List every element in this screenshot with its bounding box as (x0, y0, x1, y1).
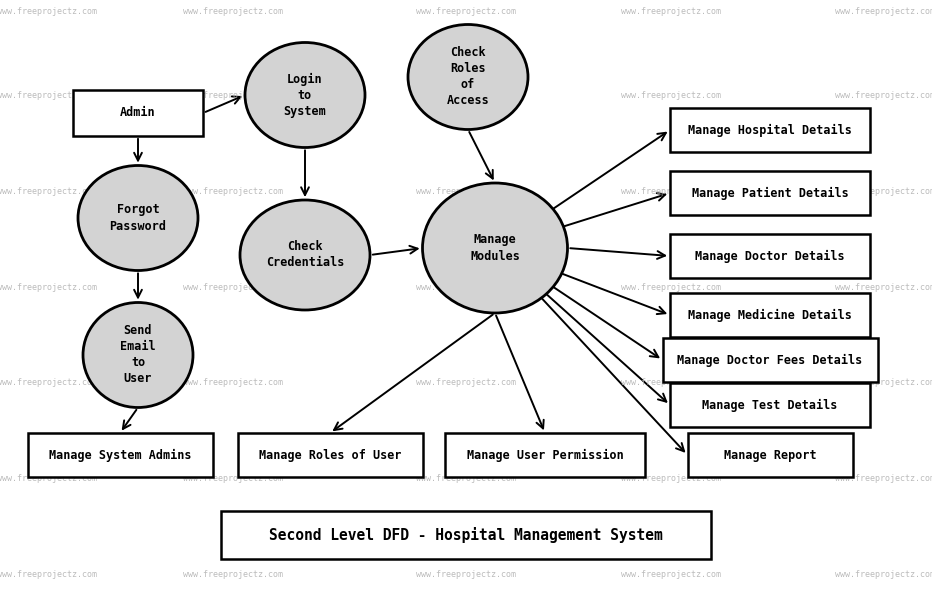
Text: www.freeprojectz.com: www.freeprojectz.com (416, 7, 516, 17)
Text: Manage Hospital Details: Manage Hospital Details (688, 123, 852, 136)
Text: www.freeprojectz.com: www.freeprojectz.com (183, 187, 283, 196)
Text: www.freeprojectz.com: www.freeprojectz.com (416, 474, 516, 483)
FancyBboxPatch shape (688, 433, 853, 477)
Ellipse shape (422, 183, 568, 313)
FancyBboxPatch shape (670, 171, 870, 215)
Text: Manage Test Details: Manage Test Details (703, 398, 838, 411)
Text: www.freeprojectz.com: www.freeprojectz.com (183, 378, 283, 388)
Text: www.freeprojectz.com: www.freeprojectz.com (0, 474, 97, 483)
Text: Forgot
Password: Forgot Password (109, 203, 167, 233)
Text: www.freeprojectz.com: www.freeprojectz.com (183, 474, 283, 483)
FancyBboxPatch shape (670, 383, 870, 427)
Text: www.freeprojectz.com: www.freeprojectz.com (0, 282, 97, 292)
Ellipse shape (240, 200, 370, 310)
Text: www.freeprojectz.com: www.freeprojectz.com (835, 474, 932, 483)
Text: Manage System Admins: Manage System Admins (48, 448, 191, 462)
Text: Check
Credentials: Check Credentials (266, 240, 344, 270)
Text: Manage
Modules: Manage Modules (470, 233, 520, 263)
Text: www.freeprojectz.com: www.freeprojectz.com (835, 187, 932, 196)
FancyBboxPatch shape (670, 293, 870, 337)
Text: www.freeprojectz.com: www.freeprojectz.com (183, 569, 283, 579)
Text: Login
to
System: Login to System (283, 72, 326, 118)
FancyBboxPatch shape (73, 90, 203, 136)
Text: Second Level DFD - Hospital Management System: Second Level DFD - Hospital Management S… (269, 527, 663, 543)
Text: www.freeprojectz.com: www.freeprojectz.com (835, 91, 932, 100)
Text: www.freeprojectz.com: www.freeprojectz.com (621, 569, 721, 579)
Ellipse shape (83, 303, 193, 407)
Text: www.freeprojectz.com: www.freeprojectz.com (621, 7, 721, 17)
Text: Check
Roles
of
Access: Check Roles of Access (446, 47, 489, 108)
FancyBboxPatch shape (670, 108, 870, 152)
Text: www.freeprojectz.com: www.freeprojectz.com (0, 91, 97, 100)
Text: Manage Doctor Details: Manage Doctor Details (695, 249, 844, 263)
Text: www.freeprojectz.com: www.freeprojectz.com (0, 7, 97, 17)
Text: www.freeprojectz.com: www.freeprojectz.com (835, 7, 932, 17)
Ellipse shape (408, 25, 528, 130)
Text: www.freeprojectz.com: www.freeprojectz.com (416, 187, 516, 196)
Ellipse shape (245, 42, 365, 148)
Text: www.freeprojectz.com: www.freeprojectz.com (835, 282, 932, 292)
Text: www.freeprojectz.com: www.freeprojectz.com (416, 569, 516, 579)
Text: www.freeprojectz.com: www.freeprojectz.com (416, 91, 516, 100)
Text: www.freeprojectz.com: www.freeprojectz.com (835, 569, 932, 579)
Text: Manage Patient Details: Manage Patient Details (692, 187, 848, 200)
Text: www.freeprojectz.com: www.freeprojectz.com (621, 378, 721, 388)
Text: www.freeprojectz.com: www.freeprojectz.com (621, 187, 721, 196)
Text: Manage User Permission: Manage User Permission (467, 448, 624, 462)
Text: www.freeprojectz.com: www.freeprojectz.com (0, 569, 97, 579)
Text: www.freeprojectz.com: www.freeprojectz.com (0, 378, 97, 388)
Text: www.freeprojectz.com: www.freeprojectz.com (835, 378, 932, 388)
FancyBboxPatch shape (221, 511, 711, 559)
Text: www.freeprojectz.com: www.freeprojectz.com (621, 91, 721, 100)
Text: www.freeprojectz.com: www.freeprojectz.com (0, 187, 97, 196)
Text: Manage Medicine Details: Manage Medicine Details (688, 309, 852, 322)
Text: www.freeprojectz.com: www.freeprojectz.com (621, 282, 721, 292)
Text: www.freeprojectz.com: www.freeprojectz.com (183, 7, 283, 17)
FancyBboxPatch shape (663, 338, 878, 382)
Text: www.freeprojectz.com: www.freeprojectz.com (621, 474, 721, 483)
FancyBboxPatch shape (238, 433, 422, 477)
Text: Manage Roles of User: Manage Roles of User (259, 448, 402, 462)
FancyBboxPatch shape (670, 234, 870, 278)
Text: Manage Doctor Fees Details: Manage Doctor Fees Details (678, 353, 863, 367)
Text: Manage Report: Manage Report (723, 448, 816, 462)
FancyBboxPatch shape (445, 433, 645, 477)
Text: www.freeprojectz.com: www.freeprojectz.com (416, 378, 516, 388)
Text: www.freeprojectz.com: www.freeprojectz.com (183, 282, 283, 292)
Text: www.freeprojectz.com: www.freeprojectz.com (183, 91, 283, 100)
Ellipse shape (78, 166, 198, 270)
Text: Send
Email
to
User: Send Email to User (120, 325, 156, 386)
Text: Admin: Admin (120, 106, 156, 120)
Text: www.freeprojectz.com: www.freeprojectz.com (416, 282, 516, 292)
FancyBboxPatch shape (28, 433, 212, 477)
